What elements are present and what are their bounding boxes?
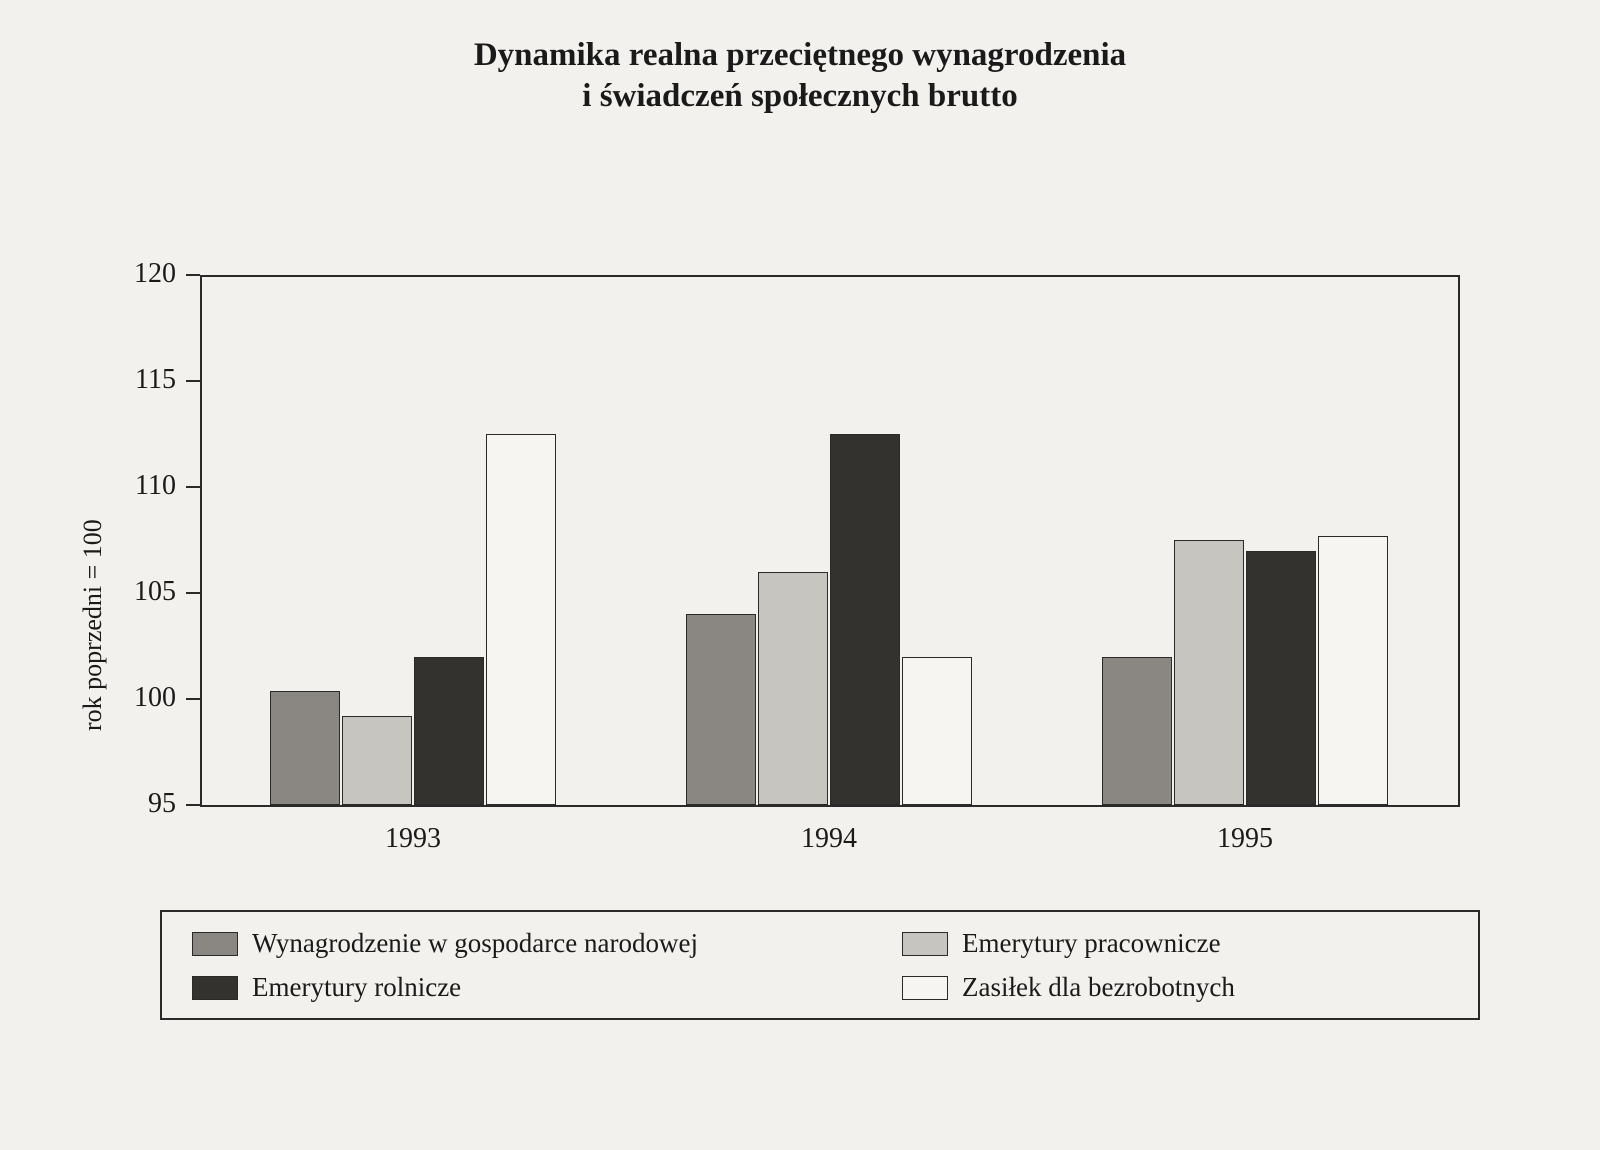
legend: Wynagrodzenie w gospodarce narodowej Emer… [160, 910, 1480, 1020]
legend-swatch [902, 976, 948, 1000]
ytick-label: 95 [106, 788, 176, 820]
bar [686, 614, 756, 805]
bar [486, 434, 556, 805]
legend-item: Emerytury pracownicze [902, 928, 1221, 959]
y-axis-label: rok poprzedni = 100 [78, 519, 108, 731]
ytick-mark [186, 486, 200, 488]
ytick-label: 120 [106, 258, 176, 290]
ytick-label: 110 [106, 470, 176, 502]
bar [1318, 536, 1388, 805]
legend-swatch [192, 976, 238, 1000]
ytick-mark [186, 592, 200, 594]
bar [1174, 540, 1244, 805]
ytick-label: 115 [106, 364, 176, 396]
ytick-mark [186, 380, 200, 382]
legend-label: Emerytury pracownicze [962, 928, 1221, 959]
legend-swatch [192, 932, 238, 956]
x-category-label: 1993 [270, 823, 556, 855]
ytick-label: 105 [106, 576, 176, 608]
legend-label: Emerytury rolnicze [252, 972, 461, 1003]
bar [1246, 551, 1316, 805]
x-axis [200, 805, 1460, 807]
y-axis [200, 275, 202, 805]
bar [830, 434, 900, 805]
legend-swatch [902, 932, 948, 956]
legend-label: Zasiłek dla bezrobotnych [962, 972, 1235, 1003]
x-category-label: 1994 [686, 823, 972, 855]
bar [902, 657, 972, 805]
bar [414, 657, 484, 805]
legend-item: Zasiłek dla bezrobotnych [902, 972, 1235, 1003]
page: Dynamika realna przeciętnego wynagrodzen… [0, 0, 1600, 1150]
ytick-mark [186, 804, 200, 806]
bar [758, 572, 828, 805]
ytick-label: 100 [106, 682, 176, 714]
legend-label: Wynagrodzenie w gospodarce narodowej [252, 928, 698, 959]
bar [270, 691, 340, 805]
legend-item: Emerytury rolnicze [192, 972, 461, 1003]
ytick-mark [186, 698, 200, 700]
ytick-mark [186, 274, 200, 276]
legend-item: Wynagrodzenie w gospodarce narodowej [192, 928, 698, 959]
bar [1102, 657, 1172, 805]
x-category-label: 1995 [1102, 823, 1388, 855]
bar [342, 716, 412, 805]
